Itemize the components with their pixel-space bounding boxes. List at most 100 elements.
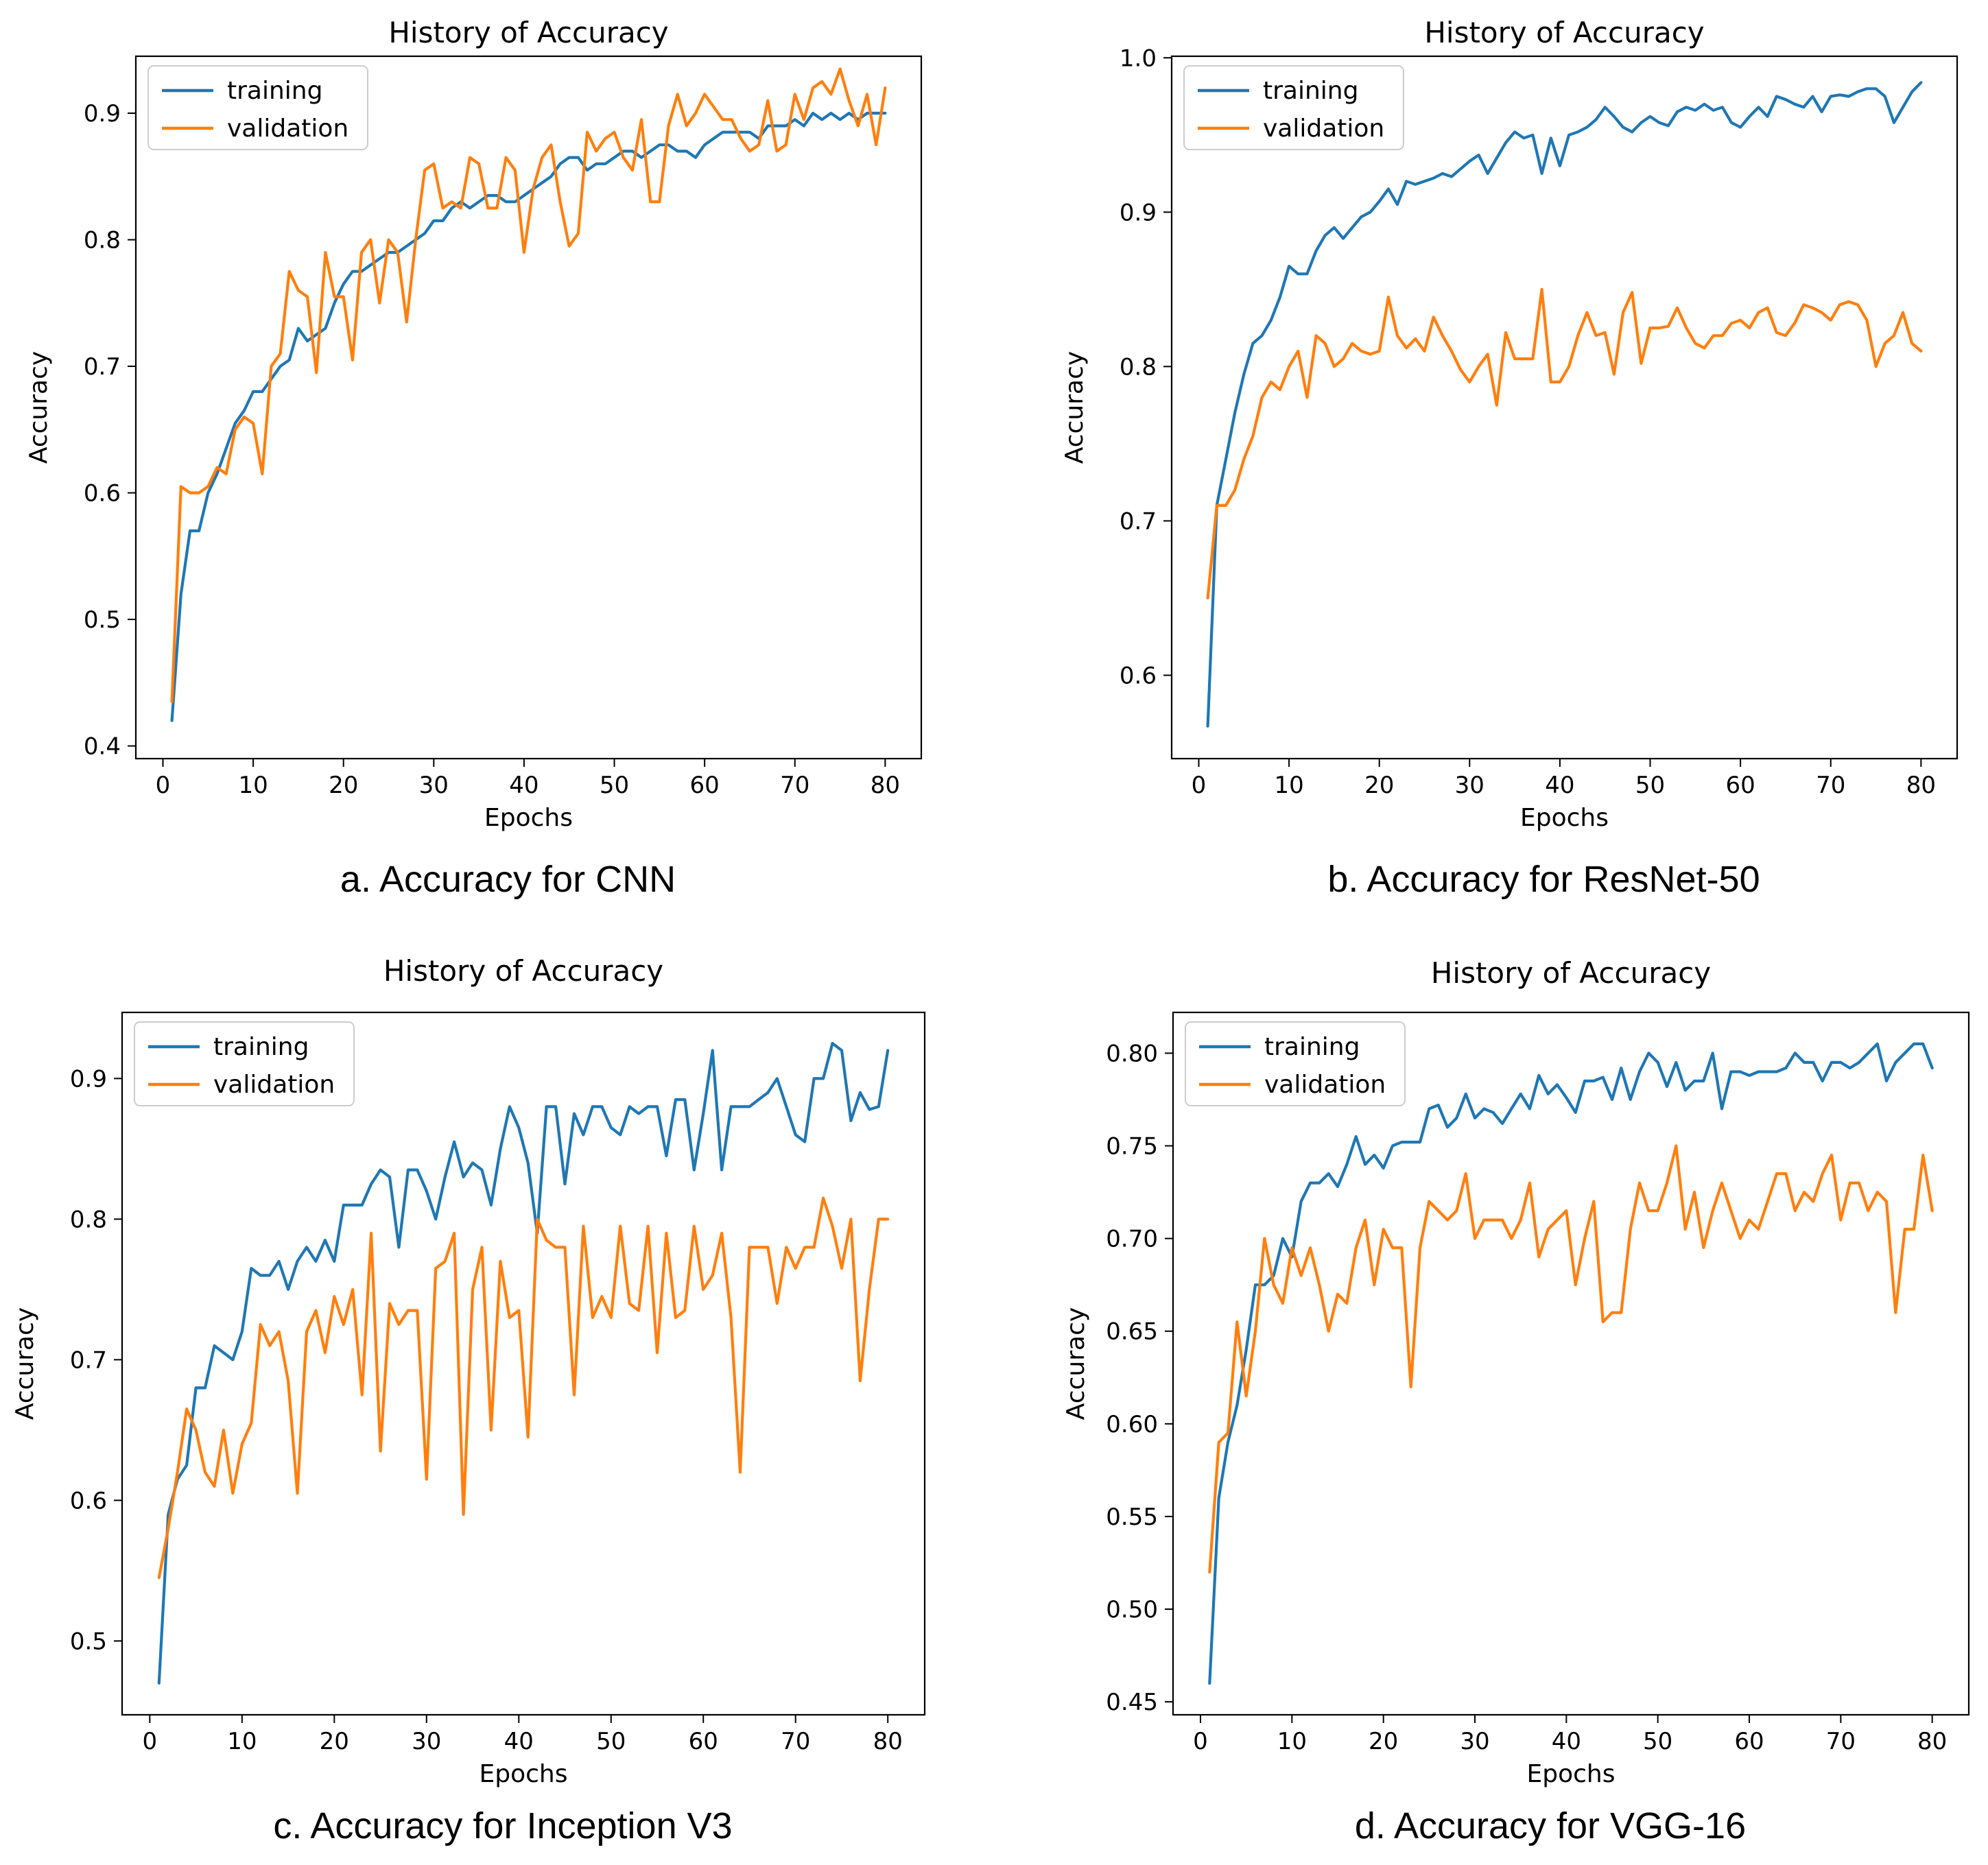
x-tick-label: 60 <box>690 772 720 799</box>
chart-b: History of Accuracy 0 10 20 30 40 50 60 70 80 0.6 0… <box>1061 16 1959 900</box>
y-tick-label: 0.6 <box>1120 662 1157 689</box>
x-tick-label: 80 <box>1906 772 1936 799</box>
y-tick-label: 0.7 <box>70 1346 107 1374</box>
x-tick-label: 20 <box>320 1728 349 1755</box>
legend-label-validation: validation <box>1264 1071 1386 1099</box>
x-tick-label: 30 <box>412 1728 441 1755</box>
x-tick-label: 20 <box>329 772 358 799</box>
y-tick-label: 0.65 <box>1106 1318 1158 1346</box>
legend-label-training: training <box>213 1033 309 1061</box>
y-axis-label: Accuracy <box>1061 351 1089 464</box>
x-tick-label: 30 <box>419 772 449 799</box>
x-tick-label: 0 <box>156 772 171 799</box>
x-tick-label: 70 <box>1816 772 1845 799</box>
x-tick-label: 20 <box>1364 772 1394 799</box>
panel-caption: b. Accuracy for ResNet-50 <box>1327 859 1760 900</box>
y-tick-label: 0.7 <box>1120 508 1157 535</box>
x-tick-label: 30 <box>1460 1728 1489 1755</box>
legend-label-training: training <box>1264 1033 1360 1061</box>
x-tick-label: 40 <box>509 772 539 799</box>
x-tick-label: 10 <box>1274 772 1303 799</box>
x-tick-label: 10 <box>227 1728 257 1755</box>
x-tick-label: 70 <box>781 1728 810 1755</box>
x-tick-label: 30 <box>1455 772 1484 799</box>
x-tick-label: 50 <box>596 1728 626 1755</box>
axes-frame <box>1172 1011 1970 1716</box>
legend: training validation <box>1185 1021 1406 1106</box>
x-tick-label: 60 <box>689 1728 718 1755</box>
axes-frame <box>1170 55 1959 760</box>
y-tick-label: 0.5 <box>84 606 121 634</box>
chart-title: History of Accuracy <box>1424 16 1704 49</box>
x-tick-label: 40 <box>504 1728 534 1755</box>
x-tick-label: 50 <box>1635 772 1665 799</box>
chart-title: History of Accuracy <box>383 954 663 988</box>
panel-caption: d. Accuracy for VGG-16 <box>1355 1805 1746 1846</box>
y-tick-label: 0.60 <box>1106 1411 1158 1438</box>
x-axis-label: Epochs <box>480 1760 568 1788</box>
chart-c: History of Accuracy 0 10 20 30 40 50 60 70 80 0.5 0… <box>11 954 926 1846</box>
y-tick-label: 0.9 <box>84 100 121 128</box>
x-tick-label: 70 <box>780 772 809 799</box>
series-line-training <box>1208 1042 1934 1685</box>
axes-frame <box>134 55 923 760</box>
x-tick-label: 0 <box>1192 772 1207 799</box>
x-tick-label: 50 <box>600 772 629 799</box>
panel-caption: a. Accuracy for CNN <box>340 859 676 900</box>
y-axis-label: Accuracy <box>1062 1307 1090 1420</box>
series-line-validation <box>170 67 887 704</box>
x-tick-label: 10 <box>238 772 268 799</box>
chart-d: History of Accuracy 0 10 20 30 40 50 60 70 80 0.45… <box>1062 956 1970 1846</box>
y-tick-label: 0.6 <box>84 480 121 508</box>
x-tick-label: 60 <box>1726 772 1755 799</box>
panel-caption: c. Accuracy for Inception V3 <box>273 1805 732 1846</box>
x-tick-label: 10 <box>1277 1728 1307 1755</box>
x-tick-label: 80 <box>1917 1728 1947 1755</box>
y-tick-label: 0.75 <box>1106 1133 1158 1161</box>
y-tick-label: 0.8 <box>84 227 121 254</box>
legend: training validation <box>147 65 368 150</box>
x-tick-label: 60 <box>1734 1728 1764 1755</box>
x-axis-label: Epochs <box>1527 1760 1616 1788</box>
x-tick-label: 0 <box>143 1728 158 1755</box>
y-tick-label: 0.70 <box>1106 1226 1158 1253</box>
series-line-training <box>157 1041 890 1685</box>
y-tick-label: 0.9 <box>1120 199 1157 226</box>
y-tick-label: 0.55 <box>1106 1504 1158 1531</box>
chart-a: History of Accuracy 0 10 20 30 40 50 60 70 80 0.4 0… <box>25 16 923 900</box>
legend: training validation <box>134 1021 355 1106</box>
y-axis-label: Accuracy <box>11 1307 39 1420</box>
x-tick-label: 80 <box>871 772 900 799</box>
y-tick-label: 0.9 <box>70 1065 107 1093</box>
x-axis-label: Epochs <box>1520 804 1609 832</box>
x-tick-label: 50 <box>1643 1728 1672 1755</box>
y-tick-label: 0.6 <box>70 1487 107 1514</box>
x-tick-label: 40 <box>1545 772 1574 799</box>
legend-label-training: training <box>1263 77 1358 105</box>
legend-label-validation: validation <box>1263 115 1384 143</box>
series-line-validation <box>157 1196 890 1580</box>
x-tick-label: 20 <box>1369 1728 1398 1755</box>
y-tick-label: 0.7 <box>84 353 121 381</box>
y-tick-label: 0.8 <box>1120 353 1157 381</box>
x-tick-label: 40 <box>1552 1728 1581 1755</box>
y-tick-label: 1.0 <box>1120 45 1157 72</box>
series-line-training <box>170 111 887 722</box>
y-tick-label: 0.4 <box>84 733 121 761</box>
axes-frame <box>121 1011 926 1716</box>
y-axis-label: Accuracy <box>25 351 53 464</box>
y-tick-label: 0.80 <box>1106 1040 1158 1067</box>
y-tick-label: 0.50 <box>1106 1596 1158 1624</box>
series-line-training <box>1206 81 1923 728</box>
legend: training validation <box>1183 65 1404 150</box>
series-line-validation <box>1206 287 1923 600</box>
x-tick-label: 0 <box>1193 1728 1208 1755</box>
legend-label-validation: validation <box>227 115 348 143</box>
chart-title: History of Accuracy <box>1431 956 1711 990</box>
legend-label-training: training <box>227 77 322 105</box>
chart-title: History of Accuracy <box>388 16 668 49</box>
y-tick-label: 0.8 <box>70 1206 107 1233</box>
x-axis-label: Epochs <box>484 804 573 832</box>
